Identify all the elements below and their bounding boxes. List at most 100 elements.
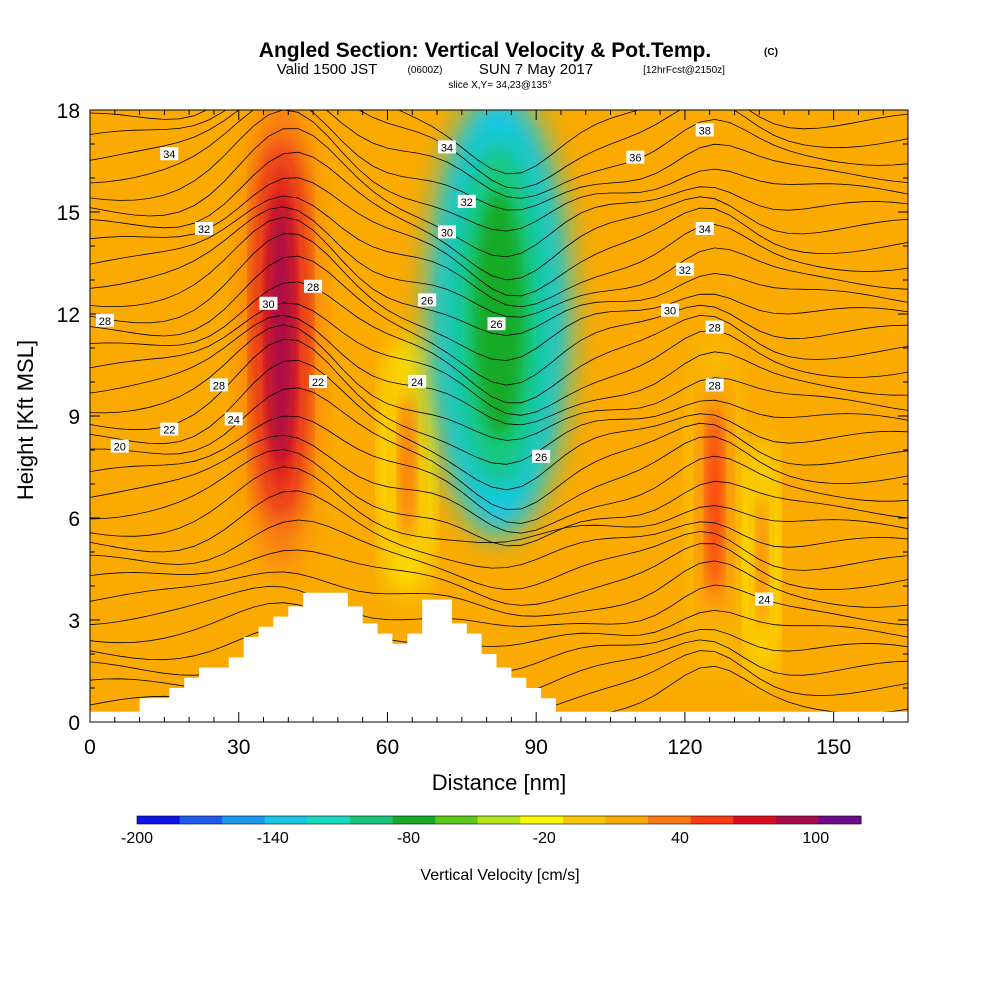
- theta-contour-line: [90, 519, 908, 591]
- theta-contour-line: [90, 415, 908, 524]
- colorbar-swatch: [264, 816, 308, 824]
- colorbar-swatch: [435, 816, 479, 824]
- y-tick-label: 9: [68, 406, 80, 429]
- y-tick-label: 3: [68, 610, 80, 633]
- contour-label-text: 38: [699, 125, 711, 137]
- y-tick-label: 18: [57, 100, 80, 123]
- x-axis-label: Distance [nm]: [432, 770, 567, 795]
- contour-label: 30: [661, 303, 680, 318]
- contour-label-bg: [224, 412, 243, 426]
- theta-contour-line: [90, 233, 908, 362]
- theta-contour-line: [90, 387, 908, 511]
- colorbar-swatch: [137, 816, 181, 824]
- theta-contour-line: [90, 490, 908, 569]
- theta-contour-line: [90, 543, 908, 606]
- contour-label-text: 34: [699, 224, 711, 236]
- contour-label-text: 26: [421, 295, 433, 307]
- contour-label-bg: [309, 375, 328, 388]
- colorbar-tick-label: 40: [671, 830, 689, 847]
- contour-label: 28: [209, 378, 228, 392]
- colorbar-swatch: [605, 816, 649, 824]
- theta-contour-line: [90, 302, 908, 416]
- contour-label-bg: [437, 225, 456, 239]
- contour-label: 28: [705, 378, 724, 392]
- contour-label-bg: [487, 317, 506, 331]
- subtitle-zulu: (0600Z): [407, 65, 442, 76]
- contour-label-bg: [160, 147, 179, 161]
- contour-label-bg: [418, 293, 437, 307]
- theta-contour-line: [90, 177, 908, 297]
- colorbar-tick-label: -80: [397, 830, 420, 847]
- theta-contour-line: [90, 560, 908, 617]
- theta-contour-line: [90, 216, 908, 336]
- contour-label: 26: [487, 317, 506, 331]
- x-tick-label: 60: [376, 736, 399, 759]
- colorbar-tick-label: -20: [533, 830, 556, 847]
- contour-label: 24: [755, 592, 774, 607]
- y-tick-label: 0: [68, 712, 80, 735]
- contour-label-bg: [160, 422, 179, 436]
- contour-label-bg: [110, 439, 129, 453]
- colorbar-tick-label: -140: [257, 830, 289, 847]
- contour-label-text: 26: [490, 319, 502, 331]
- contour-label-bg: [457, 194, 476, 208]
- contour-label: 22: [160, 422, 179, 437]
- title-suffix: (C): [764, 47, 778, 58]
- contour-label-bg: [259, 296, 278, 310]
- contour-label: 32: [195, 222, 214, 236]
- contour-label: 30: [259, 296, 278, 311]
- theta-contour-line: [90, 128, 908, 258]
- contour-label: 24: [408, 375, 427, 389]
- terrain: [90, 592, 908, 722]
- theta-contour-line: [90, 110, 908, 199]
- contour-label-text: 20: [114, 442, 126, 454]
- x-tick-label: 30: [227, 736, 250, 759]
- contour-label: 32: [675, 262, 694, 277]
- colorbar-swatch: [648, 816, 692, 824]
- contour-label: 30: [437, 225, 456, 239]
- theta-contour-line: [90, 110, 908, 232]
- contour-label-text: 28: [709, 323, 721, 335]
- theta-contour-line: [90, 314, 908, 426]
- contour-label-text: 24: [758, 595, 770, 607]
- contour-label: 26: [532, 449, 551, 464]
- contour-label: 24: [224, 412, 243, 426]
- contour-label-text: 22: [312, 377, 324, 389]
- colorbar-frame: [136, 815, 862, 825]
- contour-label-text: 24: [411, 377, 423, 389]
- contour-label: 26: [418, 293, 437, 307]
- colorbar-swatch: [520, 816, 564, 824]
- slice-label: slice X,Y= 34,23@135°: [448, 80, 551, 91]
- theta-contour-line: [90, 434, 908, 534]
- colorbar-label: Vertical Velocity [cm/s]: [420, 867, 579, 884]
- contour-label-text: 24: [228, 414, 240, 426]
- contour-label: 32: [457, 194, 476, 209]
- theta-contour-line: [90, 466, 908, 544]
- contour-label-text: 28: [307, 282, 319, 294]
- x-axis: 0 30 60 90 120 150: [84, 110, 909, 759]
- colorbar-ticks: -200 -140 -80 -20 40 100: [121, 830, 829, 847]
- plot-area: [90, 110, 908, 722]
- contour-label-bg: [437, 140, 456, 154]
- theta-contour-line: [90, 359, 908, 491]
- shade-core-strong-updraft-core: [267, 198, 294, 464]
- contour-label-bg: [695, 222, 714, 235]
- contour-label-text: 32: [679, 265, 691, 277]
- theta-contour-line: [90, 602, 908, 647]
- x-tick-label: 150: [816, 736, 851, 759]
- colorbar-swatch: [222, 816, 266, 824]
- contour-label-text: 32: [461, 197, 473, 209]
- contour-label: 36: [626, 150, 645, 165]
- contour-label-bg: [705, 320, 724, 334]
- y-tick-label: 15: [57, 202, 80, 225]
- contour-label-text: 36: [629, 153, 641, 165]
- contour-label: 38: [695, 123, 714, 137]
- subtitle-date: SUN 7 May 2017: [479, 61, 593, 78]
- colorbar: [136, 815, 862, 825]
- colorbar-swatch: [307, 816, 351, 824]
- contour-label-text: 28: [709, 380, 721, 392]
- contour-label-text: 34: [441, 142, 453, 154]
- contour-label-text: 22: [163, 425, 175, 437]
- contour-label-text: 30: [664, 306, 676, 318]
